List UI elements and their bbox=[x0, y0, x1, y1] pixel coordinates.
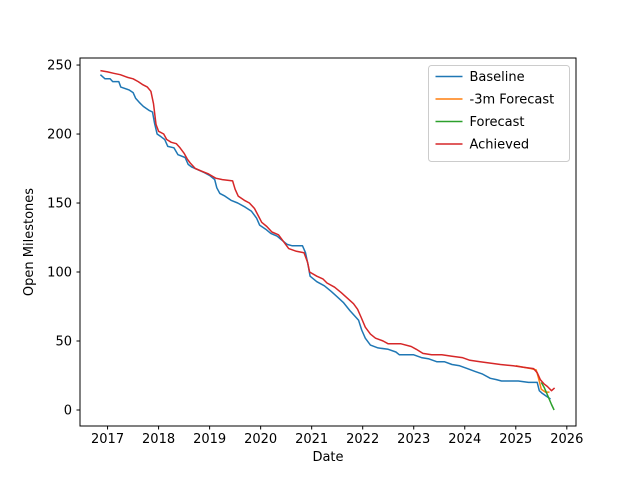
x-tick-label: 2017 bbox=[91, 432, 124, 447]
x-tick-label: 2019 bbox=[193, 432, 226, 447]
x-tick-label: 2023 bbox=[397, 432, 430, 447]
legend-box bbox=[428, 65, 570, 162]
x-tick-label: 2020 bbox=[244, 432, 277, 447]
y-axis-label: Open Milestones bbox=[22, 188, 37, 296]
axes-spines bbox=[79, 57, 577, 427]
series-line-forecast bbox=[540, 382, 555, 411]
x-axis-label: Date bbox=[312, 450, 343, 465]
x-tick-label: 2022 bbox=[346, 432, 379, 447]
y-tick-label: 0 bbox=[64, 403, 72, 418]
x-axis-ticks: 2017 2018 2019 2020 2021 2022 2023 2024 2025 2026 bbox=[91, 426, 583, 447]
series-line-achieved bbox=[100, 69, 556, 392]
x-tick-label: 2021 bbox=[295, 432, 328, 447]
legend-item-baseline: Baseline bbox=[435, 70, 525, 85]
x-tick-label: 2025 bbox=[499, 432, 532, 447]
legend-item-label: Baseline bbox=[470, 70, 525, 85]
legend-item-label: Forecast bbox=[470, 115, 525, 130]
y-tick-label: 200 bbox=[47, 128, 72, 143]
legend-item-label: Achieved bbox=[470, 138, 530, 153]
legend: Baseline -3m Forecast Forecast Achieved bbox=[428, 65, 570, 162]
y-tick-label: 250 bbox=[47, 59, 72, 74]
series-line-baseline bbox=[99, 74, 551, 400]
x-tick-label: 2026 bbox=[550, 432, 583, 447]
x-tick-label: 2018 bbox=[142, 432, 175, 447]
legend-item-label: -3m Forecast bbox=[470, 93, 555, 108]
legend-item-forecast: Forecast bbox=[435, 115, 525, 130]
y-tick-label: 150 bbox=[47, 197, 72, 212]
legend-item-achieved: Achieved bbox=[435, 138, 530, 153]
y-tick-label: 50 bbox=[55, 335, 72, 350]
series-group bbox=[99, 69, 556, 411]
y-tick-label: 100 bbox=[47, 266, 72, 281]
legend-item--3m-forecast: -3m Forecast bbox=[435, 93, 555, 108]
y-axis-ticks: 0 50 100 150 200 250 bbox=[47, 59, 80, 418]
x-tick-label: 2024 bbox=[448, 432, 481, 447]
